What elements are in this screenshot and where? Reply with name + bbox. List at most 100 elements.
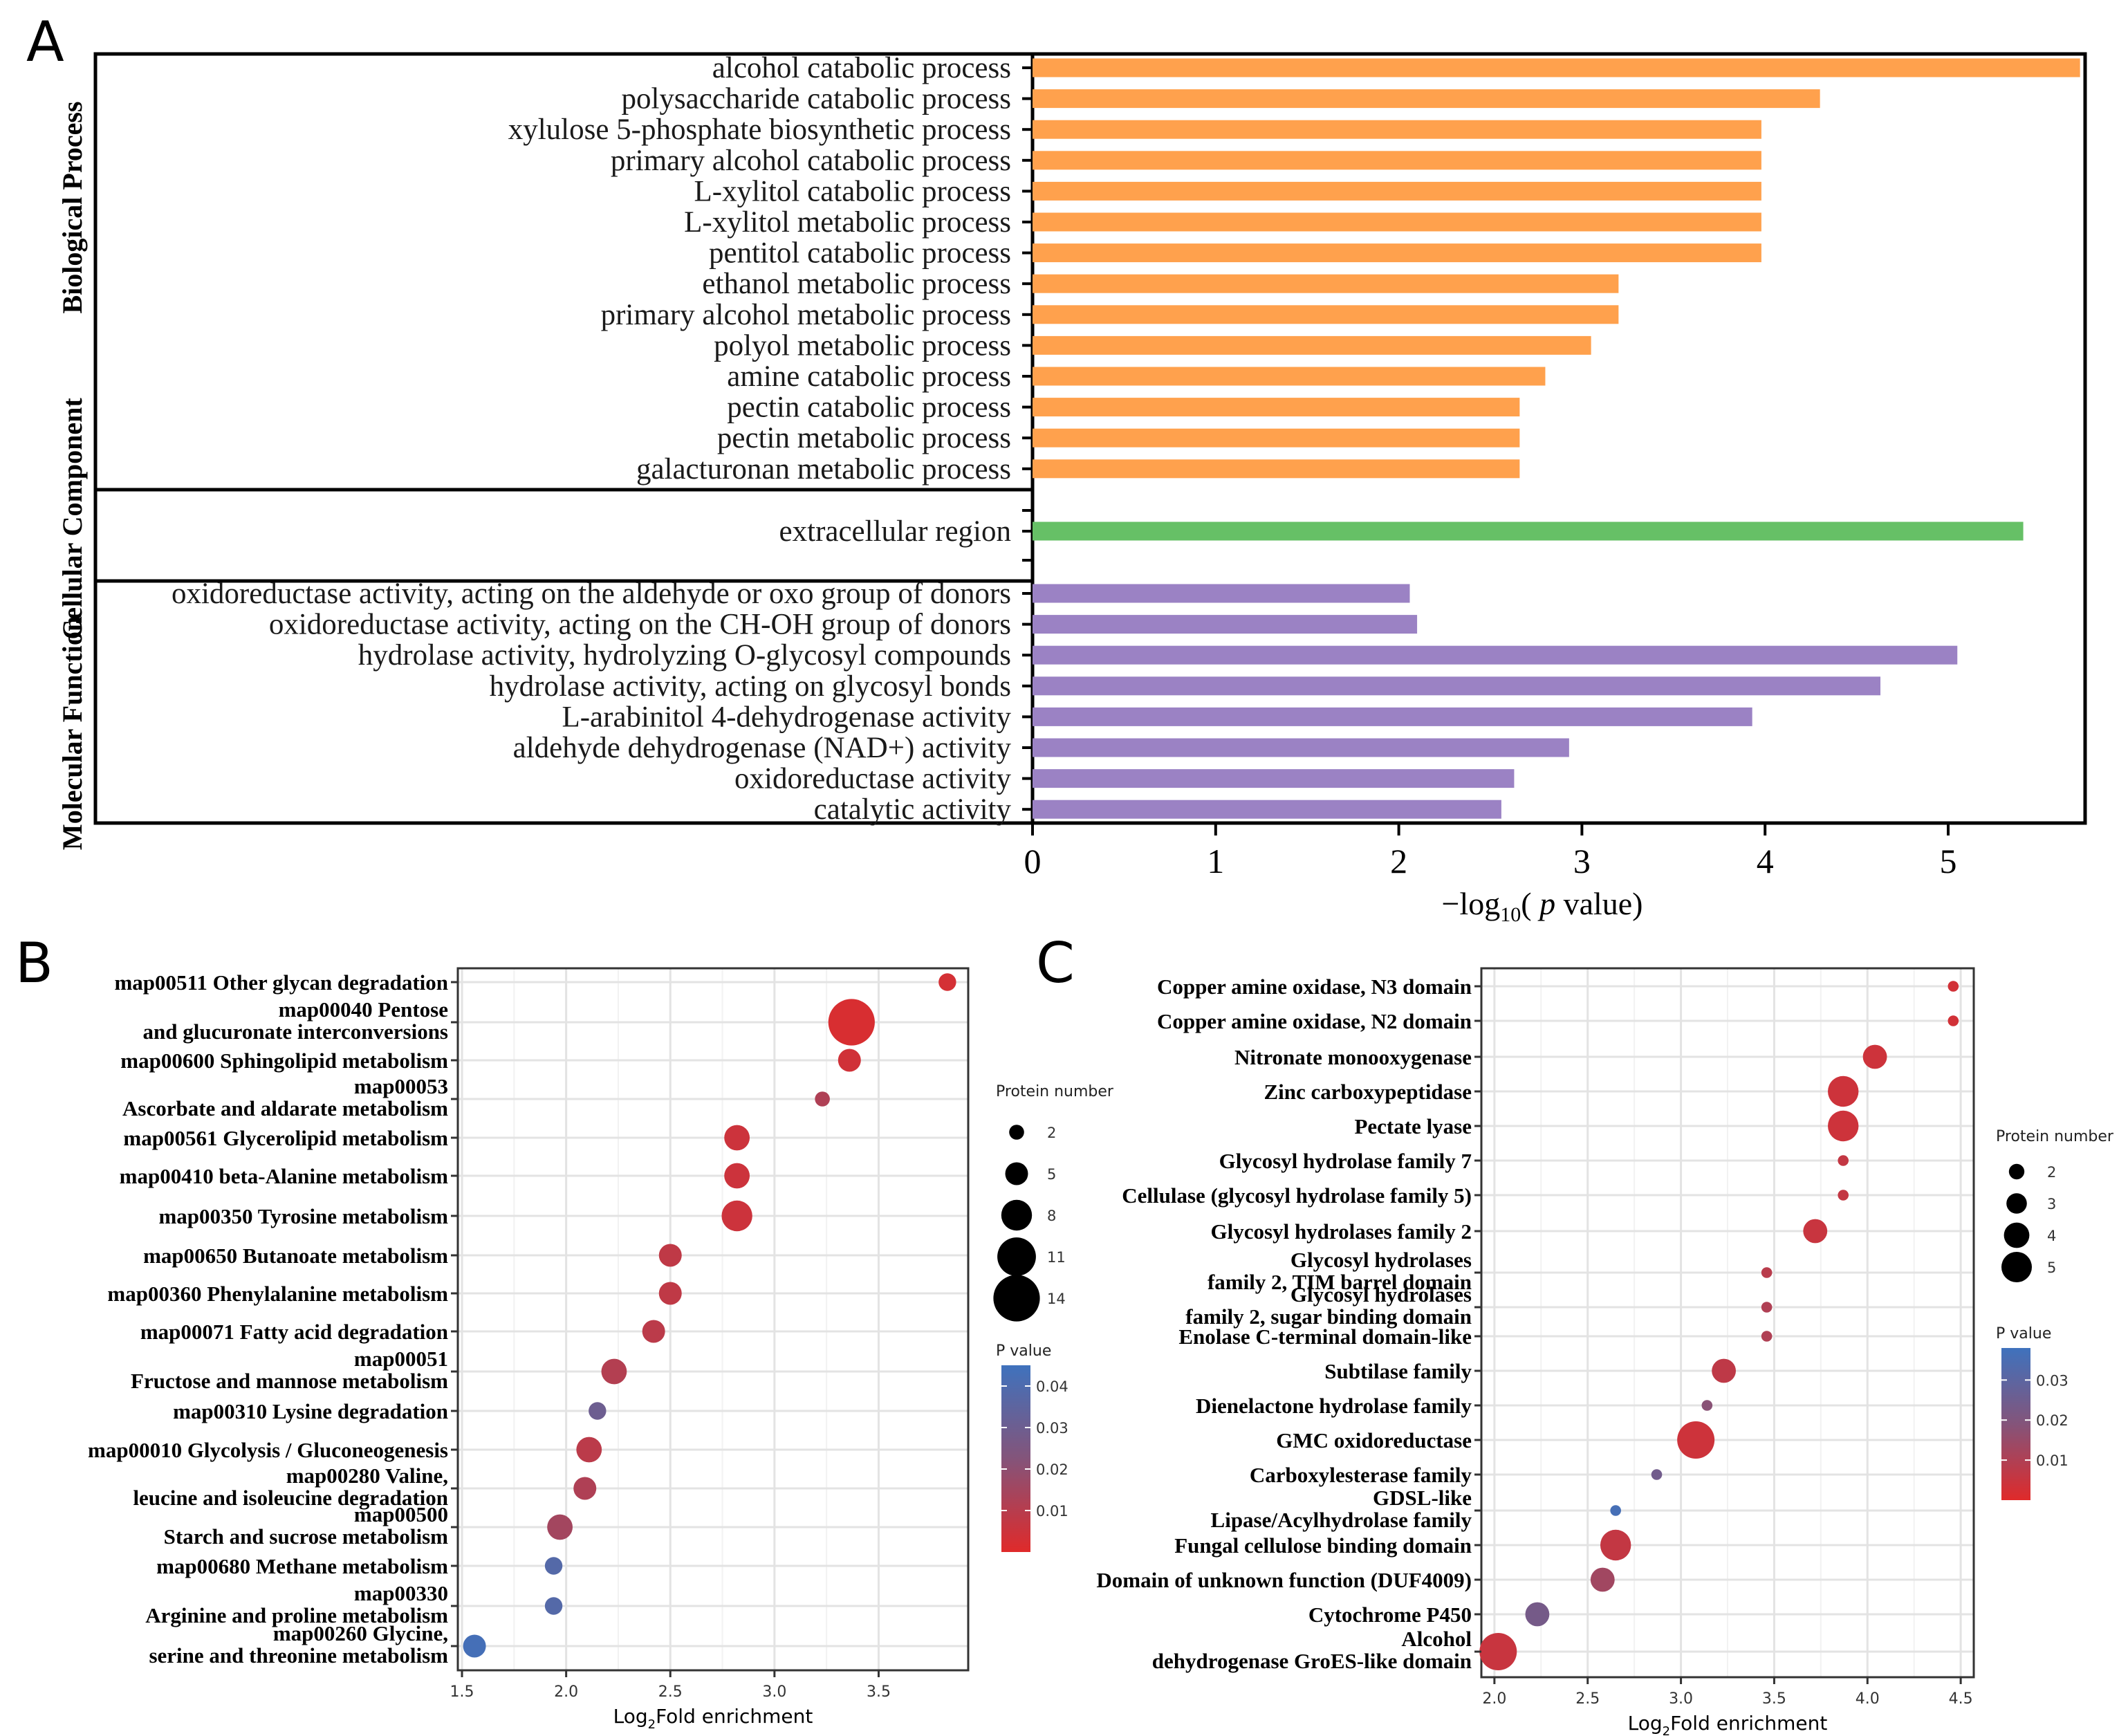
mf-group-box xyxy=(93,579,1035,825)
bubble xyxy=(1761,1331,1773,1342)
bubble xyxy=(1828,1110,1859,1142)
y-label: Alcohol xyxy=(1401,1627,1472,1651)
bar-label: amine catabolic process xyxy=(727,360,1011,393)
y-label: dehydrogenase GroES-like domain xyxy=(1152,1649,1472,1673)
bar-label: L-xylitol catabolic process xyxy=(694,175,1011,207)
bubble xyxy=(1525,1602,1550,1627)
color-legend-label: 0.02 xyxy=(2036,1412,2069,1429)
x-axis-label-part: Fold enrichment xyxy=(656,1705,813,1728)
bar xyxy=(1033,151,1761,170)
panel-b-bubble-chart: map00511 Other glycan degradationmap0004… xyxy=(88,967,1114,1732)
bar xyxy=(1033,428,1520,447)
y-label: map00410 beta-Alanine metabolism xyxy=(120,1164,449,1188)
size-legend-dot xyxy=(2006,1193,2027,1214)
bar-label: aldehyde dehydrogenase (NAD+) activity xyxy=(513,732,1012,764)
size-legend-label: 4 xyxy=(2047,1228,2056,1244)
y-label: map00561 Glycerolipid metabolism xyxy=(123,1126,448,1150)
y-label: Copper amine oxidase, N2 domain xyxy=(1157,1009,1472,1033)
bubble xyxy=(1761,1302,1773,1313)
y-label: Pectate lyase xyxy=(1354,1114,1472,1138)
y-label: Glycosyl hydrolases xyxy=(1290,1248,1472,1272)
x-tick-label: 3.0 xyxy=(1669,1690,1693,1708)
bubble xyxy=(544,1597,563,1615)
bar xyxy=(1033,584,1410,603)
y-label: Cytochrome P450 xyxy=(1308,1603,1472,1627)
panel-b-letter: B xyxy=(15,931,53,995)
size-legend-dot xyxy=(997,1237,1036,1276)
x-tick-label: 1.5 xyxy=(450,1683,474,1701)
bar xyxy=(1033,367,1546,386)
x-axis-label: Log2Fold enrichment xyxy=(613,1705,813,1732)
bar-label: L-arabinitol 4-dehydrogenase activity xyxy=(562,701,1011,733)
x-tick-label: 3.5 xyxy=(1762,1690,1786,1708)
x-tick-label: 3.0 xyxy=(762,1683,786,1701)
panel-c-bubble-chart: Copper amine oxidase, N3 domain Copper am… xyxy=(1096,967,2114,1736)
bubble xyxy=(1947,981,1959,992)
size-legend-label: 3 xyxy=(2047,1196,2056,1212)
x-tick-label: 2.0 xyxy=(554,1683,578,1701)
group-title: Cellular Component xyxy=(57,398,88,640)
size-legend-title: Protein number xyxy=(1996,1128,2114,1145)
color-legend-label: 0.02 xyxy=(1036,1461,1068,1478)
bar-label: oxidoreductase activity xyxy=(734,763,1011,795)
y-label: map00310 Lysine degradation xyxy=(173,1399,448,1423)
y-label: serine and threonine metabolism xyxy=(149,1643,448,1668)
bar xyxy=(1033,707,1752,726)
bar-label: alcohol catabolic process xyxy=(712,52,1011,84)
bar xyxy=(1033,645,1958,665)
bubble xyxy=(544,1557,563,1575)
bar xyxy=(1033,58,2080,77)
y-label: map00350 Tyrosine metabolism xyxy=(158,1204,448,1228)
bubble xyxy=(724,1125,750,1151)
bubble xyxy=(1701,1400,1713,1411)
bubble xyxy=(1590,1567,1615,1592)
size-legend-label: 2 xyxy=(1047,1125,1056,1141)
x-axis-label-part: Log xyxy=(613,1705,648,1728)
size-legend-dot xyxy=(993,1275,1040,1322)
x-tick-label: 2.0 xyxy=(1482,1690,1506,1708)
plot-background xyxy=(458,968,968,1670)
y-label: Carboxylesterase family xyxy=(1250,1463,1472,1487)
bubble xyxy=(828,999,875,1046)
bar-label: primary alcohol catabolic process xyxy=(611,145,1011,177)
y-label: Cellulase (glycosyl hydrolase family 5) xyxy=(1122,1183,1472,1208)
bar-label: primary alcohol metabolic process xyxy=(601,299,1011,331)
x-axis-label-part: Log xyxy=(1628,1712,1663,1735)
group-title: Biological Process xyxy=(57,102,88,314)
size-legend-title: Protein number xyxy=(996,1083,1114,1100)
bar xyxy=(1033,89,1820,109)
x-axis-label-part: p xyxy=(1537,886,1555,921)
bubble xyxy=(658,1244,682,1267)
size-legend-dot xyxy=(1005,1162,1028,1185)
x-tick-label: 3.5 xyxy=(867,1683,891,1701)
bubble xyxy=(1803,1219,1828,1244)
y-label: Ascorbate and aldarate metabolism xyxy=(122,1096,448,1120)
bar xyxy=(1033,769,1515,788)
size-legend-label: 11 xyxy=(1047,1249,1066,1266)
bar xyxy=(1033,738,1569,757)
bar-label: ethanol metabolic process xyxy=(702,268,1011,300)
size-legend-dot xyxy=(1001,1199,1033,1231)
bar-label: xylulose 5-phosphate biosynthetic proces… xyxy=(508,113,1011,146)
y-label: Subtilase family xyxy=(1324,1359,1472,1383)
bar-label: galacturonan metabolic process xyxy=(636,453,1011,486)
x-axis-label-part: ( xyxy=(1521,886,1539,921)
bar-label: pentitol catabolic process xyxy=(709,237,1011,270)
size-legend-dot xyxy=(1009,1125,1024,1140)
y-label: Copper amine oxidase, N3 domain xyxy=(1157,975,1472,999)
bubble xyxy=(1761,1267,1773,1278)
y-label: map00600 Sphingolipid metabolism xyxy=(120,1049,448,1073)
x-axis-label: −log10( p value) xyxy=(1442,886,1643,926)
x-axis-label-part: Fold enrichment xyxy=(1670,1712,1827,1735)
group-title: Molecular Function xyxy=(57,616,88,850)
y-label: Glycosyl hydrolase family 7 xyxy=(1219,1149,1472,1173)
bubble xyxy=(642,1320,665,1343)
size-legend-label: 5 xyxy=(1047,1166,1056,1183)
x-tick-label: 2.5 xyxy=(1575,1690,1600,1708)
y-label: family 2, sugar binding domain xyxy=(1185,1304,1472,1329)
y-label: map00500 xyxy=(354,1502,448,1526)
bubble xyxy=(1838,1190,1849,1201)
bubble xyxy=(1862,1044,1887,1069)
bubble xyxy=(1479,1633,1517,1670)
y-label: Lipase/Acylhydrolase family xyxy=(1211,1508,1472,1532)
